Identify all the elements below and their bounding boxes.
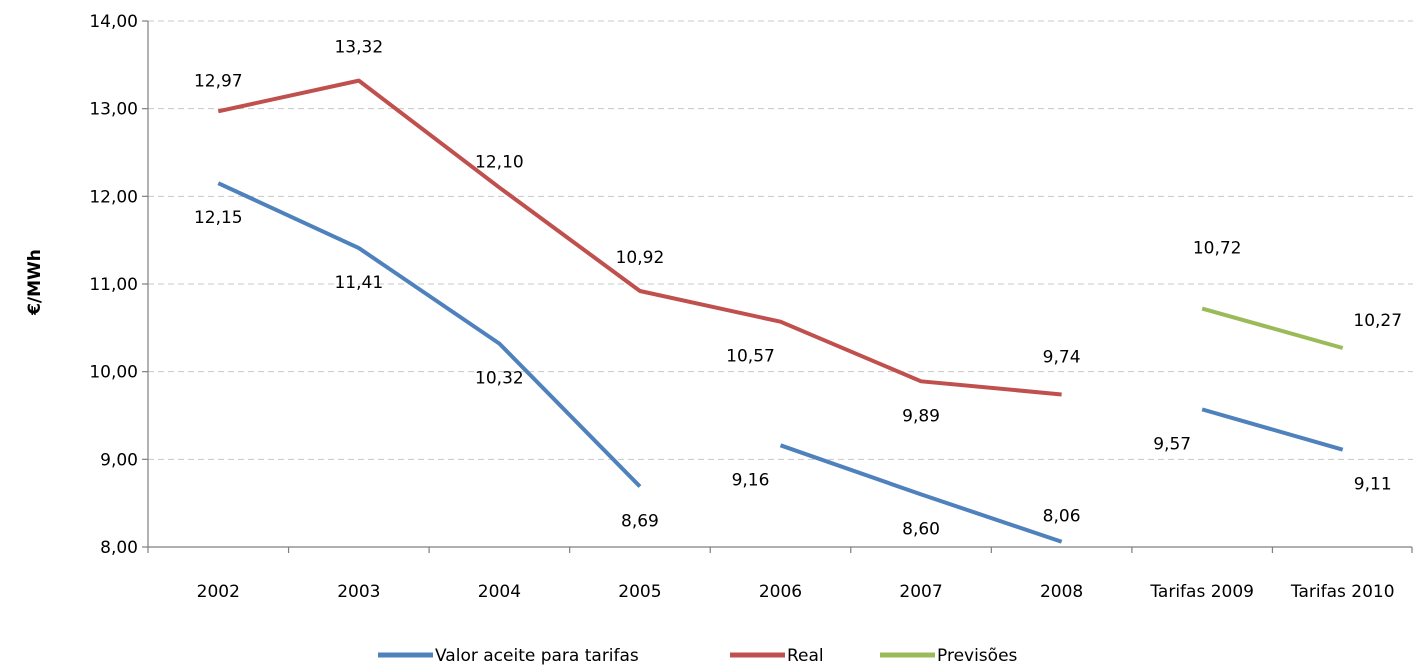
y-tick-label: 9,00 — [100, 450, 138, 470]
x-tick-label: 2006 — [759, 582, 802, 602]
data-label: 12,97 — [194, 71, 243, 91]
legend-label: Real — [787, 646, 824, 666]
x-tick-labels: 2002 2003 2004 2005 2006 2007 2008 Tarifas 2009… — [197, 582, 1395, 602]
y-tick-label: 14,00 — [89, 12, 138, 32]
data-label: 9,74 — [1043, 347, 1081, 367]
data-label: 11,41 — [334, 273, 383, 293]
x-tick-label: 2003 — [337, 582, 380, 602]
gridlines — [148, 20, 1413, 460]
data-label: 13,32 — [334, 38, 383, 58]
data-label: 10,92 — [616, 248, 665, 268]
series-line-0 — [217, 181, 642, 488]
data-label: 10,27 — [1353, 311, 1402, 331]
series-line-0 — [779, 443, 1063, 544]
data-label: 8,60 — [902, 519, 940, 539]
x-tick-label: 2007 — [899, 582, 942, 602]
legend: Valor aceite para tarifas Real Previsões — [378, 646, 1018, 666]
data-label: 12,15 — [194, 208, 243, 228]
series-line-2 — [1201, 306, 1344, 350]
data-label: 10,72 — [1193, 239, 1242, 259]
data-label: 10,32 — [475, 369, 524, 389]
data-labels: 12,15 11,41 10,32 8,69 9,16 8,60 8,06 9,57 9,11 1… — [194, 38, 1402, 540]
series-line-1 — [217, 78, 1062, 397]
y-tick-label: 10,00 — [89, 363, 138, 383]
y-tick-label: 13,00 — [89, 100, 138, 120]
data-label: 9,11 — [1354, 475, 1392, 495]
y-tick-label: 11,00 — [89, 275, 138, 295]
y-tick-label: 8,00 — [100, 538, 138, 558]
x-tick-label: 2004 — [478, 582, 521, 602]
legend-label: Previsões — [937, 646, 1018, 666]
data-label: 8,69 — [621, 512, 659, 532]
series-lines — [217, 78, 1344, 544]
data-label: 10,57 — [726, 347, 775, 367]
data-label: 9,89 — [902, 406, 940, 426]
y-tick-label: 12,00 — [89, 187, 138, 207]
y-tick-labels: 8,00 9,00 10,00 11,00 12,00 13,00 14,00 — [89, 12, 138, 558]
axes — [142, 20, 1413, 553]
x-tick-label: Tarifas 2009 — [1149, 582, 1254, 602]
legend-label: Valor aceite para tarifas — [435, 646, 639, 666]
x-tick-label: 2005 — [618, 582, 661, 602]
data-label: 8,06 — [1043, 507, 1081, 527]
data-label: 9,57 — [1153, 434, 1191, 454]
x-tick-label: 2002 — [197, 582, 240, 602]
y-axis-title: €/MWh — [25, 249, 45, 316]
data-label: 9,16 — [732, 470, 770, 490]
x-tick-label: Tarifas 2010 — [1290, 582, 1395, 602]
data-label: 12,10 — [475, 153, 524, 173]
series-line-0 — [1201, 407, 1344, 452]
x-tick-label: 2008 — [1040, 582, 1083, 602]
